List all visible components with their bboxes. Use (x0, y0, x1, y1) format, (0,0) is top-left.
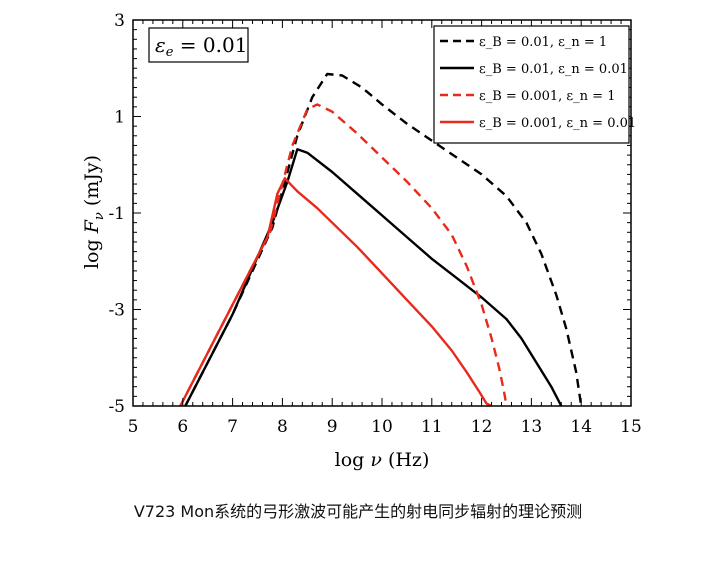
x-tick-label: 9 (327, 417, 338, 437)
series-line-3 (179, 103, 508, 406)
x-tick-label: 14 (570, 417, 592, 437)
legend-entry-3: ε_B = 0.001, ε_n = 1 (440, 89, 615, 104)
series-layer (179, 72, 583, 406)
series-line-4 (179, 177, 493, 406)
legend-box (433, 25, 630, 144)
x-tick-label: 13 (521, 417, 543, 437)
x-tick-label: 7 (227, 417, 238, 437)
tick-marks (132, 19, 632, 407)
x-tick-label: 11 (421, 417, 443, 437)
y-tick-label: 3 (114, 11, 125, 31)
legend: ε_B = 0.01, ε_n = 1 ε_B = 0.01, ε_n = 0.0… (433, 25, 636, 144)
legend-label: ε_B = 0.01, ε_n = 0.01 (479, 62, 628, 77)
annotation-box: εe = 0.01 (148, 27, 249, 63)
x-tick-label: 15 (620, 417, 642, 437)
legend-entry-2: ε_B = 0.01, ε_n = 0.01 (440, 62, 628, 77)
y-tick-labels: 3 1 -1 -3 -5 (108, 11, 125, 417)
x-axis-label: log ν (Hz) (335, 449, 430, 471)
x-tick-labels: 5 6 7 8 9 10 11 12 13 14 15 (128, 417, 642, 437)
x-tick-label: 6 (177, 417, 188, 437)
legend-label: ε_B = 0.001, ε_n = 1 (479, 89, 615, 104)
series-line-2 (184, 148, 563, 406)
figure-caption: V723 Mon系统的弓形激波可能产生的射电同步辐射的理论预测 (133, 502, 583, 521)
legend-entry-1: ε_B = 0.01, ε_n = 1 (440, 35, 607, 50)
legend-entry-4: ε_B = 0.001, ε_n = 0.01 (440, 116, 636, 131)
x-tick-label: 5 (128, 417, 139, 437)
x-tick-label: 12 (471, 417, 493, 437)
x-tick-label: 8 (277, 417, 288, 437)
y-tick-label: -3 (108, 301, 125, 321)
annotation-text: εe = 0.01 (155, 33, 247, 60)
x-tick-label: 10 (371, 417, 393, 437)
y-tick-label: 1 (114, 108, 125, 128)
y-axis-label: log Fν (mJy) (81, 155, 107, 269)
legend-label: ε_B = 0.01, ε_n = 1 (479, 35, 607, 50)
legend-label: ε_B = 0.001, ε_n = 0.01 (479, 116, 636, 131)
y-tick-label: -5 (108, 397, 125, 417)
y-tick-label: -1 (108, 204, 125, 224)
